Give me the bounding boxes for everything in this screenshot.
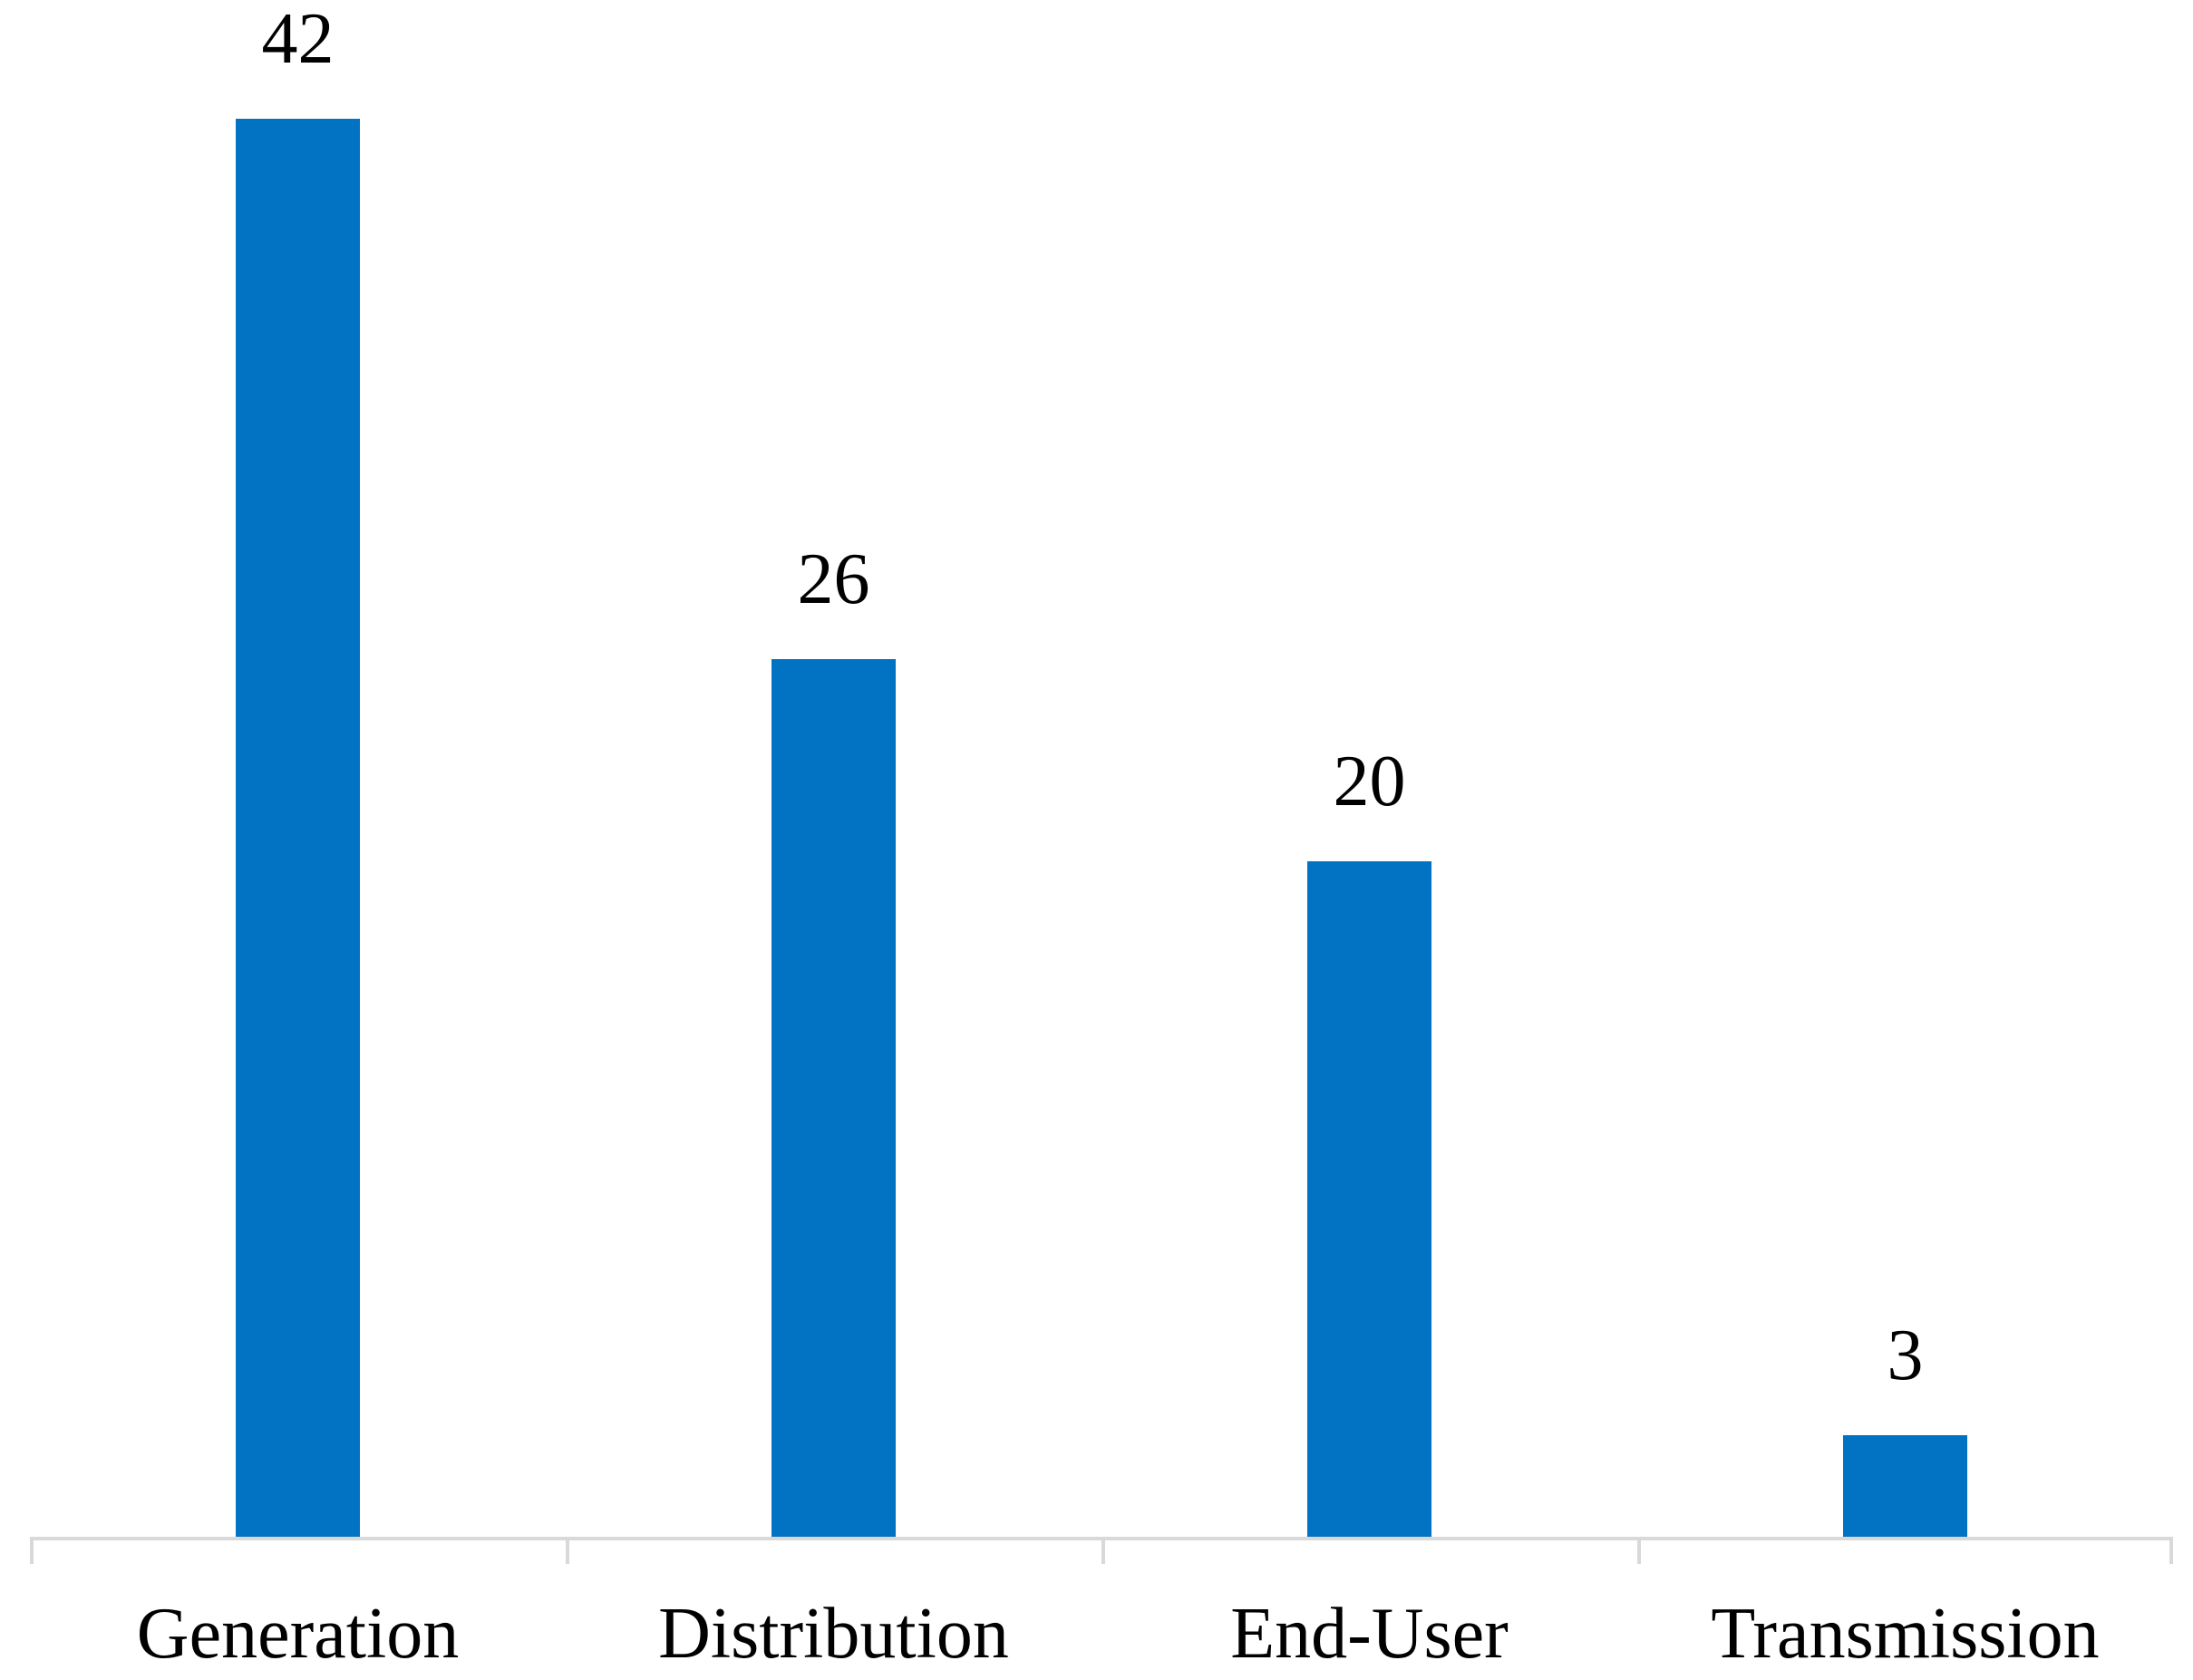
x-axis-tick [566,1540,569,1564]
value-label-transmission: 3 [1887,1316,1924,1396]
x-axis-tick [1101,1540,1105,1564]
category-label-generation: Generation [136,1594,460,1674]
value-label-end-user: 20 [1333,742,1406,822]
x-axis-line [30,1537,2173,1540]
bar-end-user [1307,861,1431,1537]
category-label-transmission: Transmission [1711,1594,2100,1674]
x-axis-tick [2169,1540,2173,1564]
bar-transmission [1843,1435,1967,1537]
x-axis-tick [30,1540,34,1564]
category-label-distribution: Distribution [658,1594,1009,1674]
bar-generation [236,119,360,1537]
value-label-distribution: 26 [797,539,870,619]
value-label-generation: 42 [261,0,335,79]
bar-distribution [771,658,896,1537]
category-label-end-user: End-User [1230,1594,1509,1674]
x-axis-tick [1637,1540,1641,1564]
